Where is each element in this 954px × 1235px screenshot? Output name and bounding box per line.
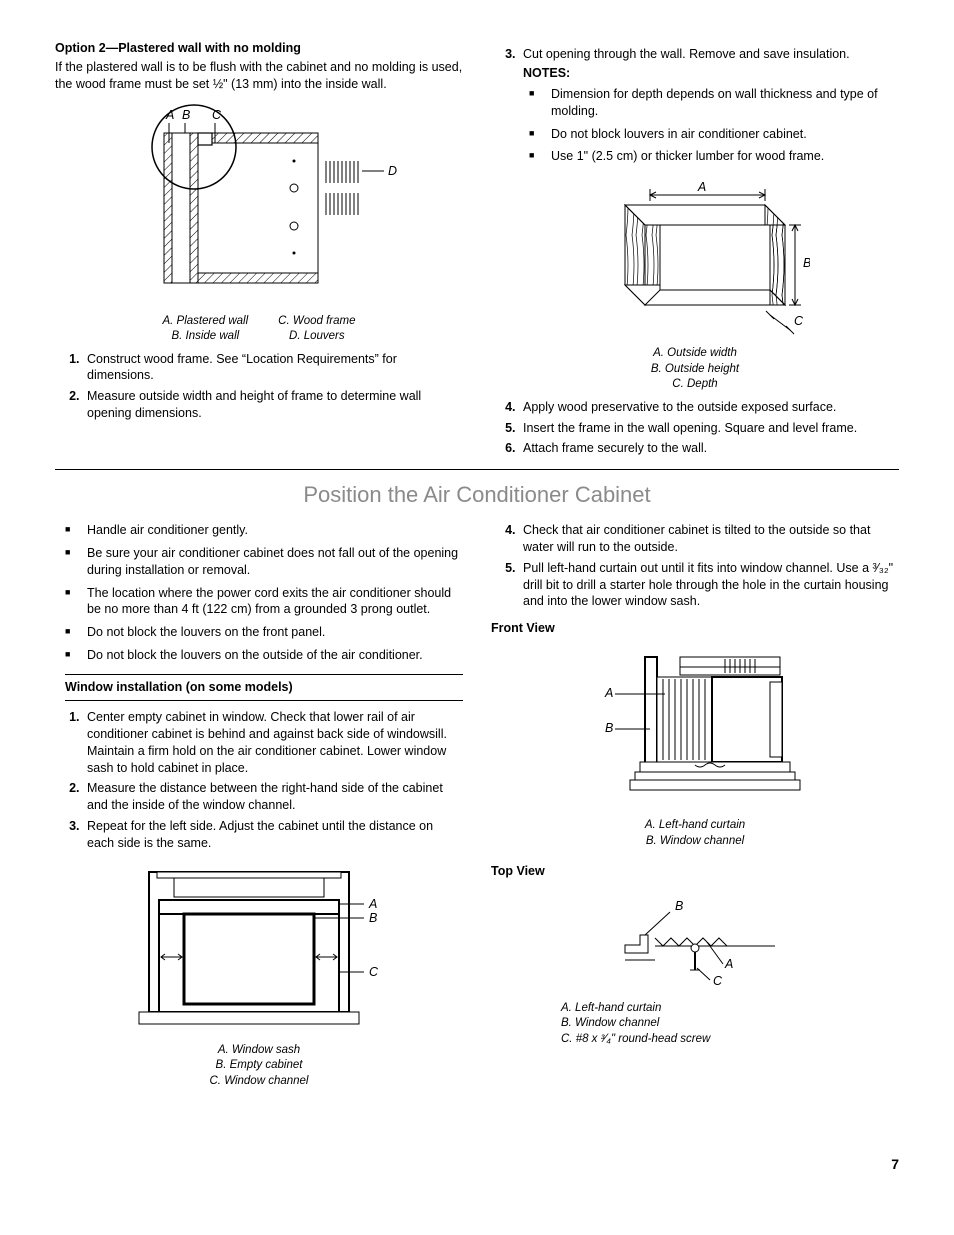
page-number: 7 [55, 1155, 899, 1174]
fig1-legend-c: C. Wood frame [278, 314, 355, 330]
fig1-svg: A B C [104, 103, 414, 303]
fig3-lbl-a: A [368, 897, 377, 911]
top-right-steps456: Apply wood preservative to the outside e… [491, 399, 899, 458]
list-item: The location where the power cord exits … [83, 585, 463, 619]
fig4-legend-a: A. Left-hand curtain [491, 818, 899, 834]
fig1-legend-d: D. Louvers [278, 329, 355, 345]
fig4-legend: A. Left-hand curtain B. Window channel [491, 818, 899, 849]
fig2-wrap: A B C A. Outside width B. Outside height… [491, 175, 899, 392]
fig3-legend-b: B. Empty cabinet [55, 1058, 463, 1074]
front-view-label: Front View [491, 620, 899, 637]
fig3-svg: A B C [129, 862, 389, 1032]
list-item: Do not block the louvers on the front pa… [83, 624, 463, 641]
list-item: Repeat for the left side. Adjust the cab… [83, 818, 463, 852]
top-right-step3-list: Cut opening through the wall. Remove and… [491, 46, 899, 165]
window-install-subhead: Window installation (on some models) [65, 674, 463, 701]
fig3-lbl-c: C [369, 965, 379, 979]
list-item: Be sure your air conditioner cabinet doe… [83, 545, 463, 579]
top-right-col: Cut opening through the wall. Remove and… [491, 40, 899, 461]
option2-heading: Option 2—Plastered wall with no molding [55, 40, 463, 57]
notes-label: NOTES: [523, 65, 899, 82]
top-block: Option 2—Plastered wall with no molding … [55, 40, 899, 461]
fig1-lbl-b: B [182, 108, 190, 122]
top-left-steps: Construct wood frame. See “Location Requ… [55, 351, 463, 423]
list-item: Use 1" (2.5 cm) or thicker lumber for wo… [547, 148, 899, 165]
sec2-right: Check that air conditioner cabinet is ti… [491, 516, 899, 1095]
fig2-legend: A. Outside width B. Outside height C. De… [491, 346, 899, 393]
section-divider [55, 469, 899, 470]
fig3-lbl-b: B [369, 911, 377, 925]
fig3-legend: A. Window sash B. Empty cabinet C. Windo… [55, 1043, 463, 1090]
fig5-legend: A. Left-hand curtain B. Window channel C… [561, 1001, 899, 1048]
list-item: Check that air conditioner cabinet is ti… [519, 522, 899, 556]
list-item: Pull left-hand curtain out until it fits… [519, 560, 899, 611]
fig5-svg: B A C [595, 890, 795, 990]
list-item: Insert the frame in the wall opening. Sq… [519, 420, 899, 437]
fig4-lbl-b: B [605, 721, 613, 735]
fig1-wrap: A B C [55, 103, 463, 345]
step3-text: Cut opening through the wall. Remove and… [523, 47, 850, 61]
fig5-legend-c: C. #8 x ³⁄₄" round-head screw [561, 1032, 899, 1048]
fig4-svg: A B [585, 647, 805, 807]
fig3-legend-a: A. Window sash [55, 1043, 463, 1059]
sec2-right-steps: Check that air conditioner cabinet is ti… [491, 522, 899, 610]
list-item: Construct wood frame. See “Location Requ… [83, 351, 463, 385]
list-item: Dimension for depth depends on wall thic… [547, 86, 899, 120]
top-left-col: Option 2—Plastered wall with no molding … [55, 40, 463, 461]
fig1-legend: A. Plastered wall B. Inside wall C. Wood… [55, 314, 463, 345]
section2-title: Position the Air Conditioner Cabinet [55, 480, 899, 510]
option2-intro: If the plastered wall is to be flush wit… [55, 59, 463, 93]
fig4-lbl-a: A [604, 686, 613, 700]
sec2-left: Handle air conditioner gently. Be sure y… [55, 516, 463, 1095]
fig1-legend-b: B. Inside wall [163, 329, 249, 345]
fig2-lbl-c: C [794, 314, 804, 328]
list-item: Handle air conditioner gently. [83, 522, 463, 539]
list-item: Attach frame securely to the wall. [519, 440, 899, 457]
fig5-legend-a: A. Left-hand curtain [561, 1001, 899, 1017]
fig2-svg: A B C [580, 175, 810, 335]
fig4-legend-b: B. Window channel [491, 834, 899, 850]
fig2-lbl-a: A [697, 180, 706, 194]
list-item: Measure the distance between the right-h… [83, 780, 463, 814]
fig2-legend-a: A. Outside width [491, 346, 899, 362]
fig2-legend-c: C. Depth [491, 377, 899, 393]
list-item: Center empty cabinet in window. Check th… [83, 709, 463, 777]
fig1-lbl-d: D [388, 164, 397, 178]
section2-block: Handle air conditioner gently. Be sure y… [55, 516, 899, 1095]
list-item: Do not block louvers in air conditioner … [547, 126, 899, 143]
fig5-lbl-c: C [713, 974, 723, 988]
notes-list: Dimension for depth depends on wall thic… [523, 86, 899, 166]
fig3-legend-c: C. Window channel [55, 1074, 463, 1090]
fig5-lbl-b: B [675, 899, 683, 913]
fig4-wrap: A B A. Left-hand curtain B. Window chann… [491, 647, 899, 849]
list-item: Measure outside width and height of fram… [83, 388, 463, 422]
list-item: Apply wood preservative to the outside e… [519, 399, 899, 416]
sec2-left-steps: Center empty cabinet in window. Check th… [55, 709, 463, 852]
fig2-legend-b: B. Outside height [491, 362, 899, 378]
top-view-label: Top View [491, 863, 899, 880]
fig1-legend-a: A. Plastered wall [163, 314, 249, 330]
list-item: Cut opening through the wall. Remove and… [519, 46, 899, 165]
fig5-legend-b: B. Window channel [561, 1016, 899, 1032]
fig3-wrap: A B C A. Window sash B. Empty cabinet C.… [55, 862, 463, 1089]
fig2-lbl-b: B [803, 256, 810, 270]
list-item: Do not block the louvers on the outside … [83, 647, 463, 664]
sec2-bullets: Handle air conditioner gently. Be sure y… [55, 522, 463, 664]
fig5-lbl-a: A [724, 957, 733, 971]
fig5-wrap: B A C A. Left-hand curtain B. Window cha… [491, 890, 899, 1047]
